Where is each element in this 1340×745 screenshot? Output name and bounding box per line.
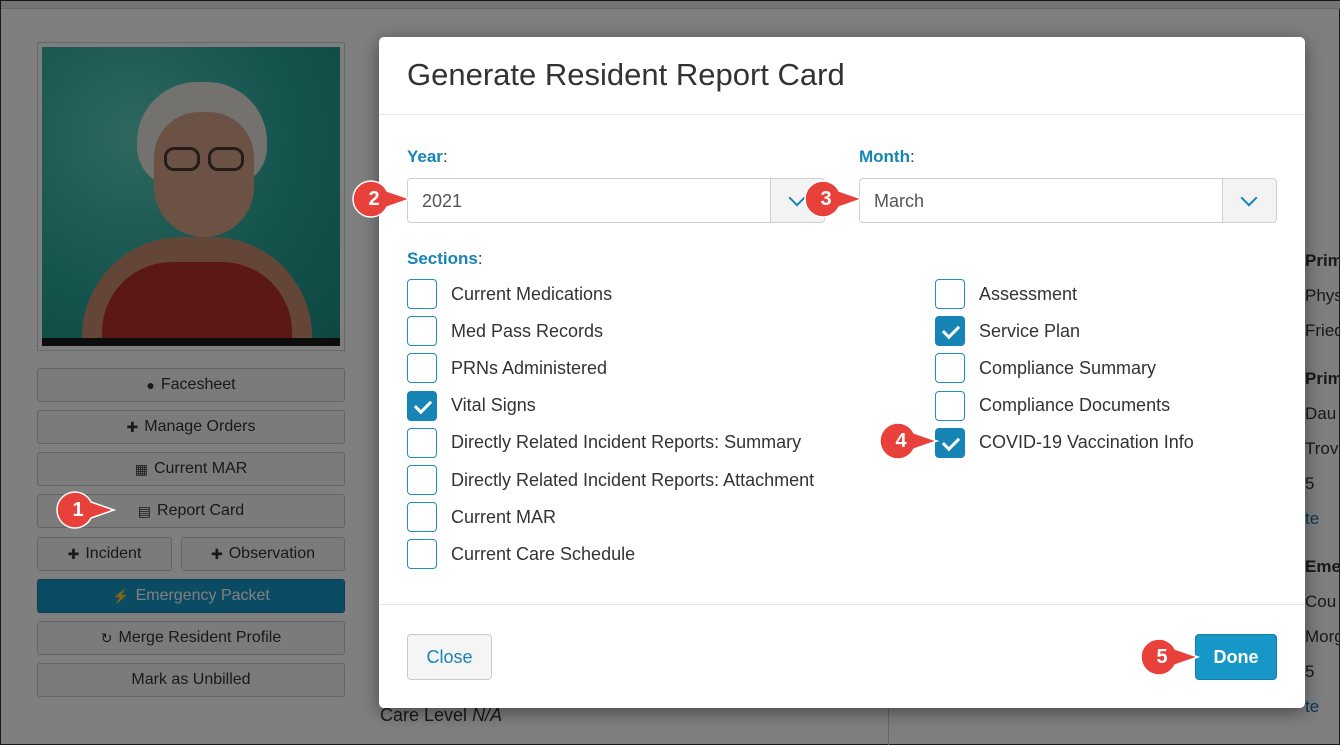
- section-option-label: Service Plan: [979, 320, 1081, 341]
- chevron-down-icon: [788, 189, 806, 207]
- section-option[interactable]: Current Care Schedule: [407, 539, 636, 570]
- section-option[interactable]: Current Medications: [407, 279, 612, 309]
- callout-number: 4: [895, 430, 907, 452]
- callout-marker-icon: [56, 491, 117, 529]
- section-checkbox[interactable]: [407, 502, 437, 533]
- section-checkbox[interactable]: [407, 316, 437, 347]
- section-option-label: Directly Related Incident Reports: Summa…: [451, 432, 802, 453]
- section-option-label: Compliance Summary: [979, 357, 1157, 378]
- chevron-down-icon: [1240, 189, 1258, 207]
- section-option-label: COVID-19 Vaccination Info: [979, 432, 1194, 453]
- callout-number: 1: [72, 499, 84, 521]
- done-button[interactable]: Done: [1195, 634, 1277, 680]
- section-option[interactable]: PRNs Administered: [407, 353, 608, 384]
- year-select[interactable]: 2021: [407, 178, 825, 223]
- section-option[interactable]: Compliance Documents: [935, 390, 1171, 421]
- section-option-label: Current MAR: [451, 506, 557, 527]
- section-checkbox[interactable]: [407, 353, 437, 384]
- section-checkbox[interactable]: [407, 539, 437, 570]
- section-option[interactable]: Assessment: [935, 279, 1077, 309]
- section-option-label: Vital Signs: [451, 395, 536, 416]
- report-card-modal: Generate Resident Report Card Year: 2021…: [379, 37, 1305, 708]
- callout-number: 3: [820, 188, 832, 210]
- close-button[interactable]: Close: [407, 634, 492, 680]
- sections-label-text: Sections: [407, 249, 478, 268]
- section-option-label: Compliance Documents: [979, 395, 1171, 416]
- month-label: Month:: [859, 147, 915, 167]
- modal-footer: Close Done: [379, 604, 1305, 708]
- year-value: 2021: [422, 191, 463, 211]
- year-label-text: Year: [407, 147, 443, 166]
- section-option-label: Current Medications: [451, 283, 613, 304]
- month-select[interactable]: March: [859, 178, 1277, 223]
- section-checkbox[interactable]: [407, 390, 437, 421]
- callout-4: 4: [879, 422, 940, 460]
- callout-3: 3: [804, 180, 865, 218]
- callout-1: 1: [56, 491, 117, 529]
- year-label-colon: :: [442, 147, 448, 166]
- month-value: March: [874, 191, 925, 211]
- callout-5: 5: [1140, 638, 1201, 676]
- section-checkbox[interactable]: [407, 279, 437, 309]
- section-option[interactable]: Med Pass Records: [407, 316, 604, 347]
- section-option[interactable]: Vital Signs: [407, 390, 536, 421]
- sections-label: Sections:: [407, 249, 483, 269]
- month-label-colon: :: [909, 147, 915, 166]
- section-option-label: Assessment: [979, 283, 1078, 304]
- callout-2: 2: [352, 180, 413, 218]
- callout-marker-icon: [804, 180, 865, 218]
- section-checkbox[interactable]: [935, 316, 965, 347]
- section-option[interactable]: Directly Related Incident Reports: Attac…: [407, 465, 814, 495]
- section-checkbox[interactable]: [935, 279, 965, 309]
- section-option[interactable]: Current MAR: [407, 502, 557, 533]
- section-option[interactable]: Service Plan: [935, 316, 1081, 347]
- section-option-label: Current Care Schedule: [451, 543, 636, 564]
- section-option[interactable]: Compliance Summary: [935, 353, 1157, 384]
- year-label: Year:: [407, 147, 448, 167]
- section-checkbox[interactable]: [935, 390, 965, 421]
- callout-number: 2: [368, 188, 380, 210]
- section-checkbox[interactable]: [935, 353, 965, 384]
- section-checkbox[interactable]: [935, 427, 965, 458]
- section-checkbox[interactable]: [407, 465, 437, 495]
- month-dropdown-button[interactable]: [1222, 179, 1276, 222]
- callout-marker-icon: [352, 180, 413, 218]
- callout-number: 5: [1156, 646, 1168, 668]
- sections-label-colon: :: [477, 249, 483, 268]
- modal-title: Generate Resident Report Card: [407, 57, 845, 92]
- section-option-label: PRNs Administered: [451, 357, 608, 378]
- modal-header: Generate Resident Report Card: [379, 37, 1305, 115]
- section-checkbox[interactable]: [407, 427, 437, 458]
- month-label-text: Month: [859, 147, 910, 166]
- section-option[interactable]: COVID-19 Vaccination Info: [935, 427, 1194, 458]
- section-option-label: Med Pass Records: [451, 320, 604, 341]
- section-option-label: Directly Related Incident Reports: Attac…: [451, 469, 815, 490]
- callout-marker-icon: [879, 422, 940, 460]
- callout-marker-icon: [1140, 638, 1201, 676]
- section-option[interactable]: Directly Related Incident Reports: Summa…: [407, 427, 802, 458]
